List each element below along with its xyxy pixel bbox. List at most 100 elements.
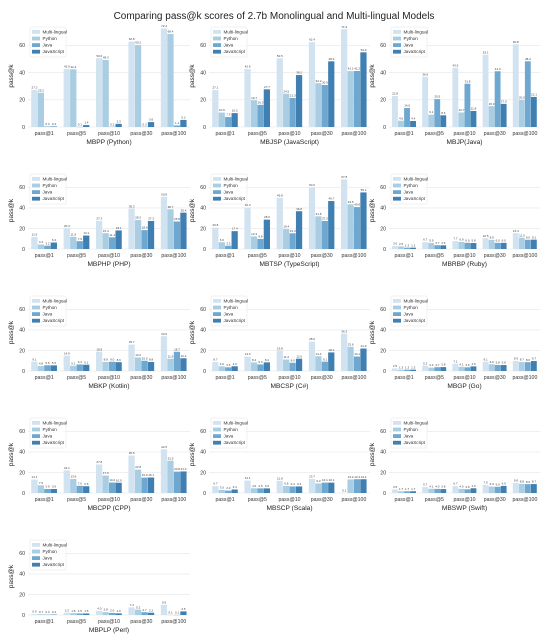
data-label: 1.6: [117, 609, 122, 613]
bar: [470, 110, 477, 127]
bar: [276, 197, 283, 249]
bar: [308, 42, 316, 127]
bar: [470, 366, 477, 371]
legend-label: Multi-lingual: [224, 298, 249, 303]
bar: [360, 192, 367, 249]
data-label: 8.8: [104, 358, 109, 362]
bar: [276, 480, 283, 493]
bar: [50, 488, 57, 493]
bar: [102, 612, 109, 615]
bar: [244, 69, 251, 127]
x-tick-label: pass@10: [279, 253, 301, 259]
data-label: 0.4: [45, 122, 50, 126]
bar: [308, 478, 316, 493]
bar: [31, 237, 38, 249]
bar: [212, 362, 219, 371]
x-tick-label: pass@30: [130, 131, 152, 137]
legend-box: [210, 26, 248, 58]
data-label: 0.4: [45, 610, 50, 614]
data-label: 9.0: [110, 357, 115, 361]
bar: [63, 470, 70, 493]
x-tick-label: pass@10: [98, 619, 120, 625]
legend-swatch: [213, 312, 221, 316]
legend-swatch: [393, 299, 401, 303]
bar: [440, 489, 447, 493]
bar: [83, 486, 90, 493]
bar: [512, 482, 519, 493]
chart-subtitle: MBTSP (TypeScript): [260, 261, 320, 268]
bar: [392, 489, 398, 493]
data-label: 9.8: [514, 479, 519, 483]
data-label: 6.9: [459, 238, 464, 242]
data-label: 8.7: [532, 480, 537, 484]
x-tick-label: pass@30: [484, 131, 506, 137]
data-label: 15.4: [103, 229, 109, 233]
data-label: 4.1: [429, 484, 434, 488]
data-label: 67.8: [341, 175, 347, 179]
bar: [44, 488, 51, 493]
bar: [160, 28, 168, 128]
data-label: 12.4: [181, 354, 187, 358]
data-label: 1.5: [84, 609, 89, 613]
data-label: 10.7: [459, 108, 465, 112]
bar: [295, 75, 303, 127]
bar: [244, 207, 251, 249]
bar: [83, 125, 90, 127]
bar: [347, 204, 354, 249]
bar: [353, 479, 361, 493]
legend-label: Multi-lingual: [224, 176, 249, 181]
data-label: 31.5: [168, 456, 174, 460]
data-label: 3.6: [465, 485, 470, 489]
bar: [102, 59, 109, 128]
data-label: 4.5: [258, 484, 263, 488]
bar: [315, 483, 322, 493]
legend-swatch: [32, 190, 40, 194]
bar: [328, 352, 335, 371]
bar: [160, 336, 168, 371]
legend-swatch: [32, 549, 40, 554]
legend-swatch: [393, 177, 401, 181]
x-tick-label: pass@100: [341, 253, 366, 259]
legend-swatch: [32, 318, 40, 323]
x-tick-label: pass@1: [395, 497, 414, 503]
data-label: 8.6: [526, 358, 531, 362]
bar: [70, 613, 77, 615]
bar: [173, 351, 181, 371]
data-label: 9.1: [323, 357, 328, 361]
data-label: 43.5: [453, 63, 459, 67]
data-label: 8.8: [149, 358, 154, 362]
x-tick-label: pass@30: [484, 497, 506, 503]
data-label: 11.2: [283, 355, 289, 359]
y-tick-label: 0: [22, 369, 25, 375]
data-label: 13.4: [361, 475, 367, 479]
bar: [404, 247, 410, 249]
bar: [109, 361, 116, 371]
data-label: 2.2: [149, 608, 154, 612]
bar: [257, 364, 264, 371]
data-label: 8.8: [520, 480, 525, 484]
data-label: 71.9: [341, 25, 347, 29]
bar: [263, 488, 270, 493]
data-label: 3.8: [441, 363, 446, 367]
bar: [289, 233, 296, 249]
legend-label: Python: [224, 36, 239, 41]
legend-label: JavaScript: [43, 196, 65, 201]
data-label: 60.2: [135, 41, 141, 45]
legend-swatch: [393, 190, 401, 194]
bar: [83, 613, 90, 615]
bar: [231, 366, 238, 371]
data-label: 6.0: [465, 238, 470, 242]
data-label: 55.1: [361, 188, 367, 192]
data-label: 27.3: [96, 217, 102, 221]
bar: [398, 120, 404, 127]
data-label: 4.4: [39, 240, 44, 244]
bar: [482, 54, 489, 128]
data-label: 6.3: [490, 482, 495, 486]
bar: [141, 360, 148, 371]
y-tick-label: 20: [200, 226, 206, 232]
y-tick-label: 60: [200, 43, 206, 49]
bar: [96, 220, 103, 249]
bar: [102, 475, 109, 493]
data-label: 15.3: [290, 229, 296, 233]
